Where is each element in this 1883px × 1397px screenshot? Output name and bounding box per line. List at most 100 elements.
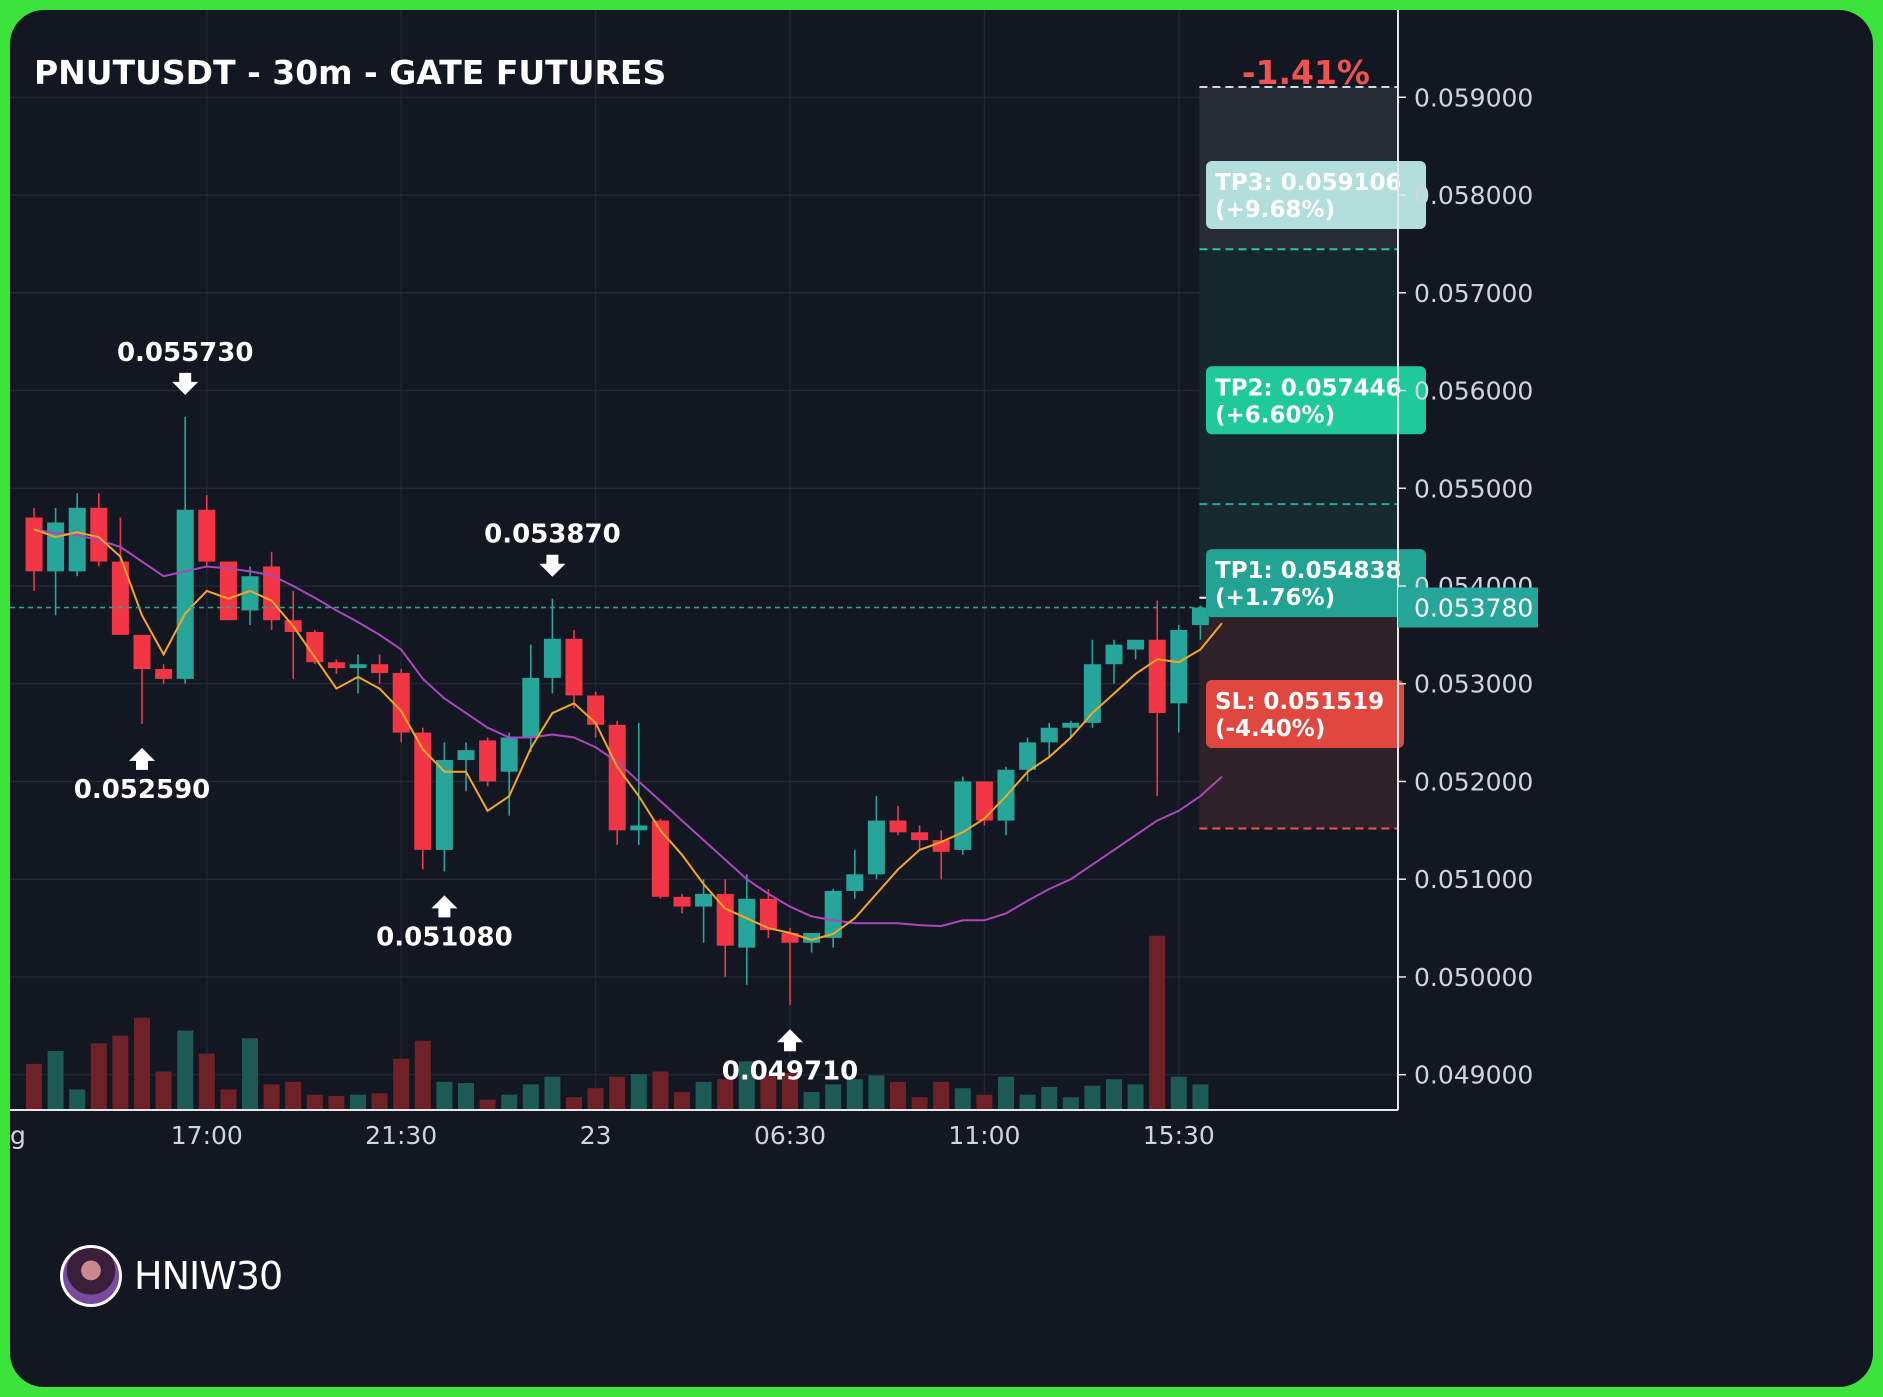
volume-bars xyxy=(26,935,1209,1110)
candle-body xyxy=(327,662,345,669)
badge-box xyxy=(1206,549,1426,618)
badge-tp1: TP1: 0.054838(+1.76%) xyxy=(1206,549,1426,618)
volume-bar xyxy=(998,1076,1014,1110)
swing-labels: 0.055730 0.052590 0.051080 0.053870 0.049710 xyxy=(74,338,859,1086)
volume-bar xyxy=(47,1051,64,1110)
candle-body xyxy=(824,890,842,938)
candle-body xyxy=(111,561,129,635)
candle-body xyxy=(759,898,777,931)
swing-marker: 0.051080 xyxy=(376,895,513,952)
volume-bar xyxy=(695,1081,712,1110)
x-tick-label: 21:30 xyxy=(365,1121,437,1150)
swing-label: 0.052590 xyxy=(74,775,211,805)
chart-title: PNUTUSDT - 30m - GATE FUTURES xyxy=(34,53,666,92)
watermark-text: HNIW30 xyxy=(134,1254,283,1298)
badge-sl: SL: 0.051519(-4.40%) xyxy=(1206,680,1404,749)
level-badges: TP3: 0.059106(+9.68%) TP2: 0.057446(+6.60… xyxy=(1206,161,1426,749)
candlestick-chart[interactable]: 0.055730 0.052590 0.051080 0.053870 0.049710… xyxy=(10,10,1873,1387)
volume-bar xyxy=(674,1092,690,1110)
volume-bar xyxy=(760,1075,777,1110)
volume-bar xyxy=(479,1099,496,1110)
y-tick-label: 0.050000 xyxy=(1414,963,1533,992)
up-arrow-icon xyxy=(431,895,458,918)
x-tick-label: 17:00 xyxy=(171,1121,243,1150)
volume-bar xyxy=(1170,1076,1187,1110)
candle-body xyxy=(90,507,108,562)
chart-panel: 0.055730 0.052590 0.051080 0.053870 0.049710… xyxy=(10,10,1873,1387)
swing-label: 0.051080 xyxy=(376,922,513,952)
candle-body xyxy=(371,664,389,673)
volume-bar xyxy=(1084,1085,1101,1110)
volume-bar xyxy=(846,1079,863,1110)
volume-bar xyxy=(155,1071,172,1110)
candle-body xyxy=(522,677,540,738)
candle-body xyxy=(1148,639,1166,714)
level-lines xyxy=(10,85,1398,830)
grid xyxy=(10,10,1398,1110)
volume-bar xyxy=(263,1084,280,1110)
moving-averages xyxy=(33,528,1223,941)
volume-bar xyxy=(868,1075,885,1110)
volume-bar xyxy=(1019,1094,1036,1110)
candle-body xyxy=(673,896,691,907)
candle-body xyxy=(803,932,821,943)
volume-bar xyxy=(414,1040,431,1110)
candle-body xyxy=(1019,742,1037,770)
volume-bar xyxy=(717,1079,734,1110)
candle-body xyxy=(867,820,885,875)
volume-bar xyxy=(220,1089,237,1110)
volume-bar xyxy=(350,1094,366,1110)
current-price-label: 0.053780 xyxy=(1414,594,1533,623)
candle-body xyxy=(781,932,799,943)
volume-bar xyxy=(436,1081,453,1110)
volume-bar xyxy=(1062,1097,1079,1110)
x-tick-label: 23 xyxy=(580,1121,612,1150)
candle-body xyxy=(241,576,259,611)
avatar xyxy=(60,1245,122,1307)
candle-body xyxy=(889,820,907,833)
badge-tp3: TP3: 0.059106(+9.68%) xyxy=(1206,161,1426,230)
y-tick-label: 0.051000 xyxy=(1414,865,1533,894)
candle-body xyxy=(630,825,648,831)
candle-body xyxy=(479,740,497,782)
volume-bar xyxy=(1127,1084,1144,1110)
candle-body xyxy=(975,781,993,821)
y-tick-label: 0.057000 xyxy=(1414,279,1533,308)
candle-body xyxy=(500,737,518,772)
swing-label: 0.049710 xyxy=(722,1056,859,1086)
y-tick-label: 0.052000 xyxy=(1414,767,1533,796)
volume-bar xyxy=(458,1083,474,1110)
candle-body xyxy=(392,672,410,733)
up-arrow-icon xyxy=(777,1029,803,1052)
candle-body xyxy=(608,724,626,831)
volume-bar xyxy=(112,1035,129,1110)
volume-bar xyxy=(522,1084,539,1110)
y-tick-label: 0.053000 xyxy=(1414,670,1533,699)
candle-body xyxy=(155,669,173,679)
candle-body xyxy=(716,893,734,946)
candle-body xyxy=(932,840,950,852)
volume-bar xyxy=(652,1071,669,1110)
volume-bar xyxy=(587,1088,604,1110)
axes: 0.049000 0.050000 0.051000 0.052000 0.053000… xyxy=(10,10,1538,1150)
badge-sublabel: (+6.60%) xyxy=(1215,402,1335,428)
volume-bar xyxy=(501,1094,518,1110)
swing-marker: 0.052590 xyxy=(74,747,211,805)
candle-body xyxy=(349,664,367,669)
watermark: HNIW30 xyxy=(60,1245,283,1307)
down-arrow-icon xyxy=(539,554,566,577)
volume-bar xyxy=(26,1063,42,1110)
volume-bar xyxy=(371,1093,388,1110)
ema-slow-line xyxy=(33,528,1223,928)
badge-tp2: TP2: 0.057446(+6.60%) xyxy=(1206,366,1426,435)
x-tick-label: 11:00 xyxy=(948,1121,1020,1150)
candle-body xyxy=(1127,639,1145,650)
volume-bar xyxy=(609,1076,626,1110)
badge-box xyxy=(1206,161,1426,230)
candle-body xyxy=(198,509,216,562)
badge-sublabel: (-4.40%) xyxy=(1215,716,1325,742)
swing-marker: 0.053870 xyxy=(484,520,621,577)
candle-body xyxy=(25,517,43,572)
volume-bar xyxy=(890,1081,906,1110)
y-tick-label: 0.059000 xyxy=(1414,83,1533,112)
